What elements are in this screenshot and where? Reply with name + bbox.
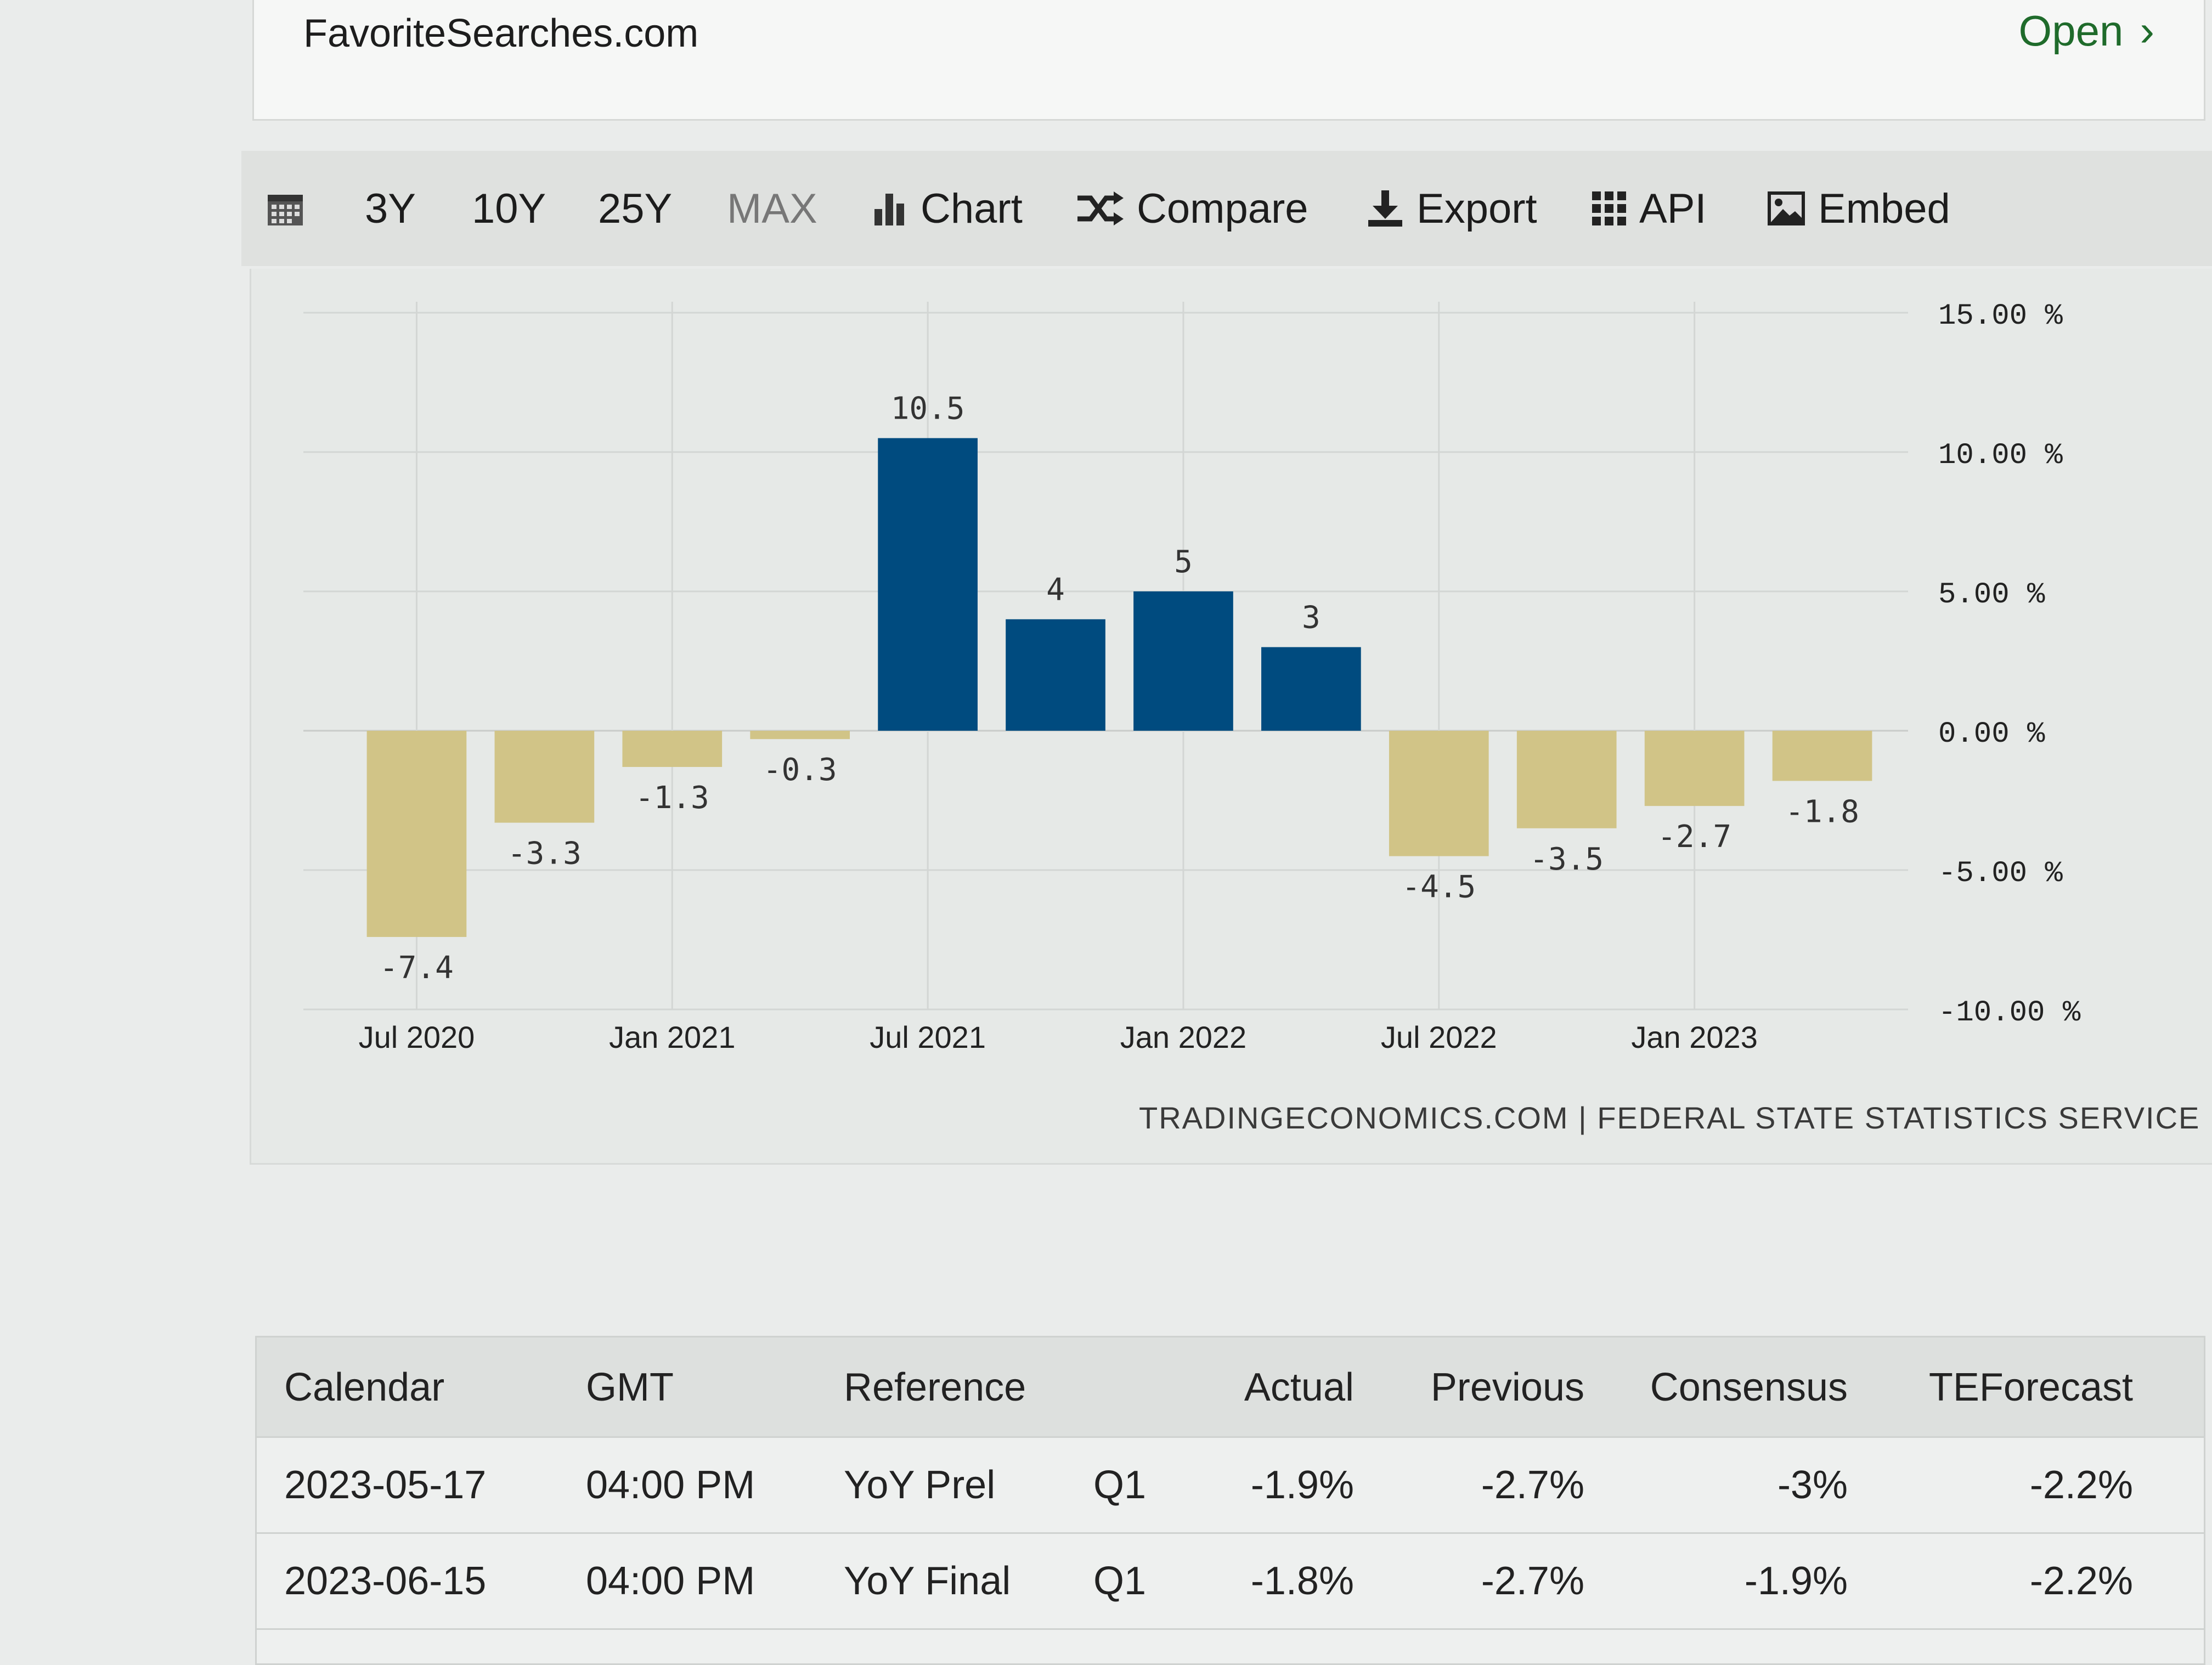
shuffle-icon — [1077, 191, 1124, 225]
bar — [1133, 591, 1233, 731]
bar — [622, 731, 723, 767]
calendar-icon — [268, 195, 303, 225]
bar — [494, 731, 595, 823]
table-row[interactable]: 2023-06-15 04:00 PM YoY Final Q1 -1.8% -… — [257, 1534, 2204, 1630]
bar — [1644, 731, 1745, 806]
table-header: Calendar GMT Reference Actual Previous C… — [257, 1337, 2204, 1438]
chart-panel: 15.00 % 10.00 % 5.00 % 0.00 % -5.00 % -10.00 … — [250, 269, 2212, 1165]
bar-chart: 15.00 % 10.00 % 5.00 % 0.00 % -5.00 % -10.00 … — [303, 300, 2081, 1054]
header-calendar: Calendar — [284, 1365, 445, 1409]
row-consensus: -3% — [1777, 1463, 1848, 1507]
x-tick-label: Jan 2021 — [609, 1020, 735, 1054]
range-10y-button[interactable]: 10Y — [472, 185, 546, 232]
data-label: -2.7 — [1657, 819, 1731, 855]
x-tick-label: Jul 2021 — [870, 1020, 986, 1054]
x-tick-label: Jan 2022 — [1120, 1020, 1246, 1054]
embed-button[interactable]: Embed — [1767, 181, 1950, 236]
bar-chart-icon — [874, 194, 904, 225]
row-previous: -2.7% — [1481, 1559, 1584, 1603]
chevron-right-icon: › — [2140, 6, 2154, 55]
row-teforecast: -2.2% — [2029, 1463, 2133, 1507]
data-label: 4 — [1046, 572, 1065, 608]
image-icon — [1768, 191, 1805, 225]
x-tick-label: Jul 2022 — [1381, 1020, 1497, 1054]
export-button[interactable]: Export — [1366, 181, 1537, 236]
data-label: 10.5 — [891, 391, 965, 427]
row-time: 04:00 PM — [586, 1559, 755, 1603]
y-tick-label: 15.00 % — [1938, 300, 2063, 333]
data-label: -0.3 — [763, 752, 837, 788]
calendar-picker-button[interactable] — [266, 181, 304, 236]
table-row[interactable]: 2023-05-17 04:00 PM YoY Prel Q1 -1.9% -2… — [257, 1438, 2204, 1534]
row-reference: YoY Final — [844, 1559, 1011, 1603]
header-actual: Actual — [1244, 1365, 1354, 1409]
data-label: -3.3 — [507, 836, 582, 872]
embed-label: Embed — [1818, 185, 1950, 232]
y-tick-label: 5.00 % — [1938, 578, 2045, 612]
ad-bar: FavoriteSearches.com Open › — [252, 0, 2205, 121]
range-25y-button[interactable]: 25Y — [598, 185, 673, 232]
header-consensus: Consensus — [1650, 1365, 1848, 1409]
row-consensus: -1.9% — [1744, 1559, 1848, 1603]
compare-label: Compare — [1137, 185, 1308, 232]
row-actual: -1.9% — [1250, 1463, 1354, 1507]
bar — [1772, 731, 1872, 781]
y-tick-label: 0.00 % — [1938, 718, 2045, 751]
bar — [1516, 731, 1617, 828]
bar — [1261, 647, 1361, 731]
data-label: 5 — [1174, 544, 1193, 580]
header-teforecast: TEForecast — [1928, 1365, 2133, 1409]
chart-type-label: Chart — [921, 185, 1023, 232]
row-teforecast: -2.2% — [2029, 1559, 2133, 1603]
row-date: 2023-06-15 — [284, 1559, 487, 1603]
data-label: -7.4 — [380, 950, 454, 986]
chart-source: TRADINGECONOMICS.COM | FEDERAL STATE STA… — [1139, 1100, 2200, 1135]
export-label: Export — [1417, 185, 1537, 232]
data-label: -4.5 — [1402, 870, 1476, 905]
row-period: Q1 — [1093, 1463, 1147, 1507]
x-tick-label: Jan 2023 — [1631, 1020, 1757, 1054]
bar — [750, 731, 850, 740]
x-tick-label: Jul 2020 — [359, 1020, 475, 1054]
range-3y-button[interactable]: 3Y — [365, 185, 416, 232]
chart-type-button[interactable]: Chart — [872, 181, 1023, 236]
bar — [366, 731, 467, 937]
header-reference: Reference — [844, 1365, 1026, 1409]
range-max-button[interactable]: MAX — [727, 185, 817, 232]
data-label: -3.5 — [1530, 842, 1604, 877]
data-label: 3 — [1302, 600, 1321, 636]
download-icon — [1368, 190, 1402, 227]
ad-open-label: Open — [2018, 6, 2124, 55]
bar — [878, 438, 978, 731]
header-previous: Previous — [1430, 1365, 1584, 1409]
bar — [1006, 619, 1105, 731]
compare-button[interactable]: Compare — [1075, 181, 1308, 236]
y-tick-label: 10.00 % — [1938, 439, 2063, 472]
row-date: 2023-05-17 — [284, 1463, 487, 1507]
ad-open-button[interactable]: Open › — [2019, 5, 2154, 56]
row-time: 04:00 PM — [586, 1463, 755, 1507]
grid-icon — [1592, 191, 1626, 225]
data-label: -1.8 — [1785, 794, 1859, 829]
data-label: -1.3 — [635, 780, 709, 816]
calendar-table: Calendar GMT Reference Actual Previous C… — [255, 1336, 2205, 1665]
header-gmt: GMT — [586, 1365, 674, 1409]
bar — [1389, 731, 1489, 856]
api-button[interactable]: API — [1591, 181, 1707, 236]
chart-toolbar: 3Y 10Y 25Y MAX Chart Compare Export — [241, 151, 2212, 266]
row-previous: -2.7% — [1481, 1463, 1584, 1507]
api-label: API — [1639, 185, 1707, 232]
row-reference: YoY Prel — [844, 1463, 996, 1507]
y-tick-label: -10.00 % — [1938, 996, 2081, 1030]
y-tick-label: -5.00 % — [1938, 857, 2063, 890]
row-period: Q1 — [1093, 1559, 1147, 1603]
row-actual: -1.8% — [1250, 1559, 1354, 1603]
ad-site-name: FavoriteSearches.com — [303, 12, 699, 55]
